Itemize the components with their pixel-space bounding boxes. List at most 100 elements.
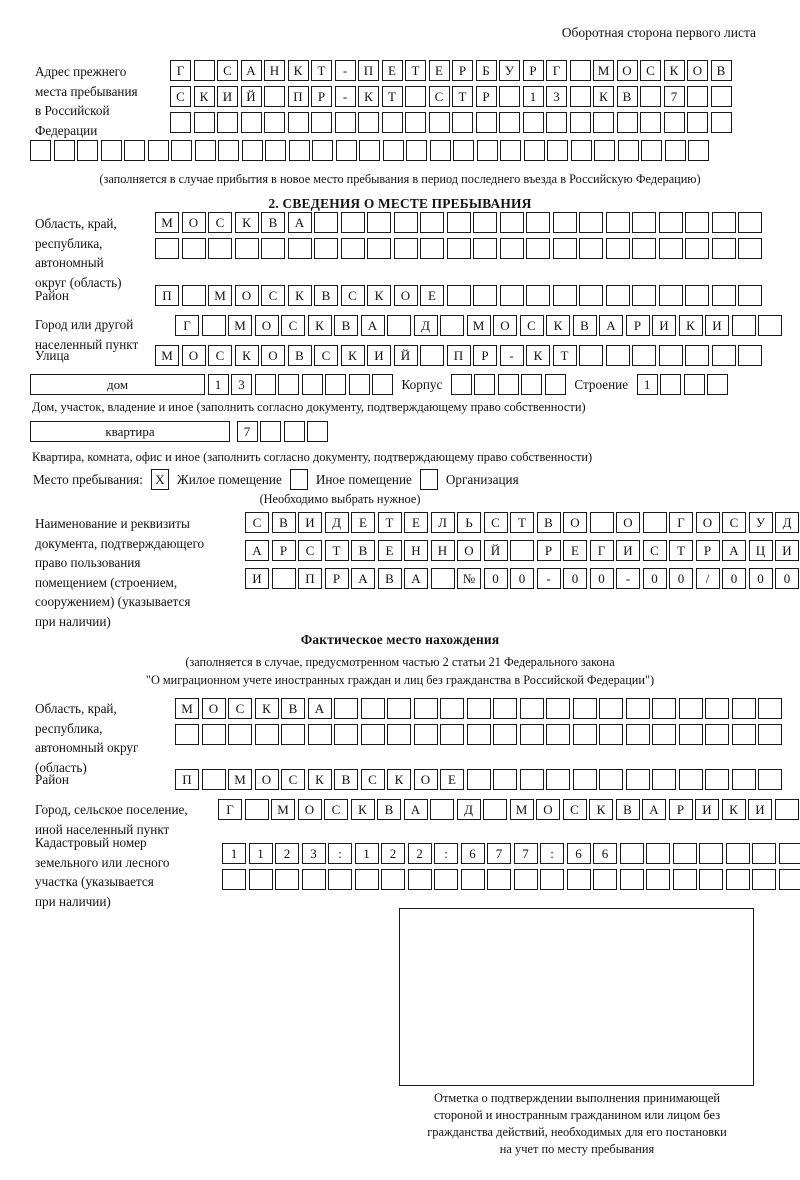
- char-cell[interactable]: Т: [324, 540, 349, 561]
- char-cell[interactable]: [605, 238, 630, 259]
- char-cell[interactable]: 1: [248, 843, 273, 864]
- char-cell[interactable]: [201, 315, 226, 336]
- char-cell[interactable]: Г: [218, 799, 242, 820]
- char-cell[interactable]: [678, 724, 703, 745]
- char-cell[interactable]: [307, 724, 332, 745]
- char-cell[interactable]: Л: [430, 512, 455, 533]
- char-cell[interactable]: К: [287, 285, 312, 306]
- char-cell[interactable]: [526, 285, 550, 306]
- char-cell[interactable]: [685, 345, 709, 366]
- char-cell[interactable]: [348, 374, 370, 395]
- char-cell[interactable]: М: [155, 212, 179, 233]
- char-cell[interactable]: [778, 869, 800, 890]
- char-cell[interactable]: Т: [552, 345, 577, 366]
- char-cell[interactable]: А: [403, 799, 428, 820]
- char-cell[interactable]: [334, 112, 356, 133]
- char-cell[interactable]: [632, 345, 656, 366]
- char-cell[interactable]: С: [340, 285, 365, 306]
- char-cell[interactable]: [228, 724, 252, 745]
- char-cell[interactable]: [393, 212, 418, 233]
- char-cell[interactable]: [752, 843, 776, 864]
- char-cell[interactable]: К: [254, 698, 279, 719]
- char-cell[interactable]: [774, 799, 799, 820]
- char-cell[interactable]: 0: [510, 568, 534, 589]
- char-cell[interactable]: А: [307, 698, 332, 719]
- char-cell[interactable]: В: [615, 799, 640, 820]
- char-cell[interactable]: Н: [264, 60, 285, 81]
- char-cell[interactable]: [731, 724, 756, 745]
- char-cell[interactable]: [699, 843, 723, 864]
- char-cell[interactable]: [658, 212, 683, 233]
- char-cell[interactable]: [460, 869, 485, 890]
- char-cell[interactable]: [632, 238, 656, 259]
- char-cell[interactable]: [731, 698, 756, 719]
- char-cell[interactable]: [171, 140, 192, 161]
- char-cell[interactable]: [579, 345, 603, 366]
- char-cell[interactable]: [420, 238, 444, 259]
- char-cell[interactable]: [738, 238, 762, 259]
- char-cell[interactable]: [314, 212, 338, 233]
- char-cell[interactable]: [446, 285, 471, 306]
- char-cell[interactable]: К: [307, 769, 332, 790]
- char-cell[interactable]: [440, 698, 464, 719]
- char-cell[interactable]: 6: [566, 843, 591, 864]
- char-cell[interactable]: Р: [452, 60, 473, 81]
- char-cell[interactable]: [625, 698, 650, 719]
- char-cell[interactable]: И: [367, 345, 391, 366]
- char-cell[interactable]: [359, 140, 380, 161]
- char-cell[interactable]: В: [377, 799, 401, 820]
- char-cell[interactable]: [526, 212, 550, 233]
- char-cell[interactable]: В: [616, 86, 638, 107]
- char-cell[interactable]: [616, 112, 638, 133]
- char-cell[interactable]: [605, 285, 630, 306]
- char-cell[interactable]: А: [722, 540, 746, 561]
- char-cell[interactable]: [599, 698, 623, 719]
- char-cell[interactable]: [552, 212, 577, 233]
- char-cell[interactable]: [193, 60, 215, 81]
- char-cell[interactable]: [281, 724, 305, 745]
- char-cell[interactable]: О: [457, 540, 481, 561]
- char-cell[interactable]: [241, 140, 263, 161]
- char-cell[interactable]: [387, 315, 411, 336]
- char-cell[interactable]: [758, 769, 782, 790]
- char-cell[interactable]: [483, 799, 507, 820]
- char-cell[interactable]: 3: [546, 86, 567, 107]
- char-cell[interactable]: [546, 112, 567, 133]
- char-cell[interactable]: [658, 345, 683, 366]
- char-cell[interactable]: [599, 769, 623, 790]
- char-cell[interactable]: 0: [563, 568, 587, 589]
- char-cell[interactable]: [738, 285, 762, 306]
- char-cell[interactable]: [288, 140, 310, 161]
- char-cell[interactable]: [493, 769, 517, 790]
- char-cell[interactable]: С: [245, 512, 269, 533]
- char-cell[interactable]: Р: [324, 568, 349, 589]
- char-cell[interactable]: Р: [625, 315, 650, 336]
- char-cell[interactable]: [710, 86, 732, 107]
- char-cell[interactable]: П: [298, 568, 322, 589]
- char-cell[interactable]: Р: [475, 86, 497, 107]
- char-cell[interactable]: М: [466, 315, 491, 336]
- actual-region-row-2[interactable]: [175, 724, 782, 745]
- char-cell[interactable]: [500, 140, 521, 161]
- char-cell[interactable]: [254, 724, 279, 745]
- char-cell[interactable]: [446, 238, 471, 259]
- char-cell[interactable]: М: [509, 799, 534, 820]
- char-cell[interactable]: О: [254, 769, 279, 790]
- char-cell[interactable]: [328, 869, 352, 890]
- char-cell[interactable]: [652, 698, 676, 719]
- char-cell[interactable]: [566, 869, 591, 890]
- char-cell[interactable]: -: [536, 568, 561, 589]
- char-cell[interactable]: С: [483, 512, 508, 533]
- char-cell[interactable]: [440, 315, 464, 336]
- char-cell[interactable]: И: [652, 315, 676, 336]
- char-cell[interactable]: С: [217, 60, 238, 81]
- char-cell[interactable]: 1: [207, 374, 229, 395]
- char-cell[interactable]: [474, 374, 496, 395]
- char-cell[interactable]: И: [695, 799, 719, 820]
- char-cell[interactable]: [265, 140, 286, 161]
- char-cell[interactable]: [522, 112, 544, 133]
- char-cell[interactable]: [244, 799, 269, 820]
- char-cell[interactable]: -: [616, 568, 640, 589]
- char-cell[interactable]: [100, 140, 122, 161]
